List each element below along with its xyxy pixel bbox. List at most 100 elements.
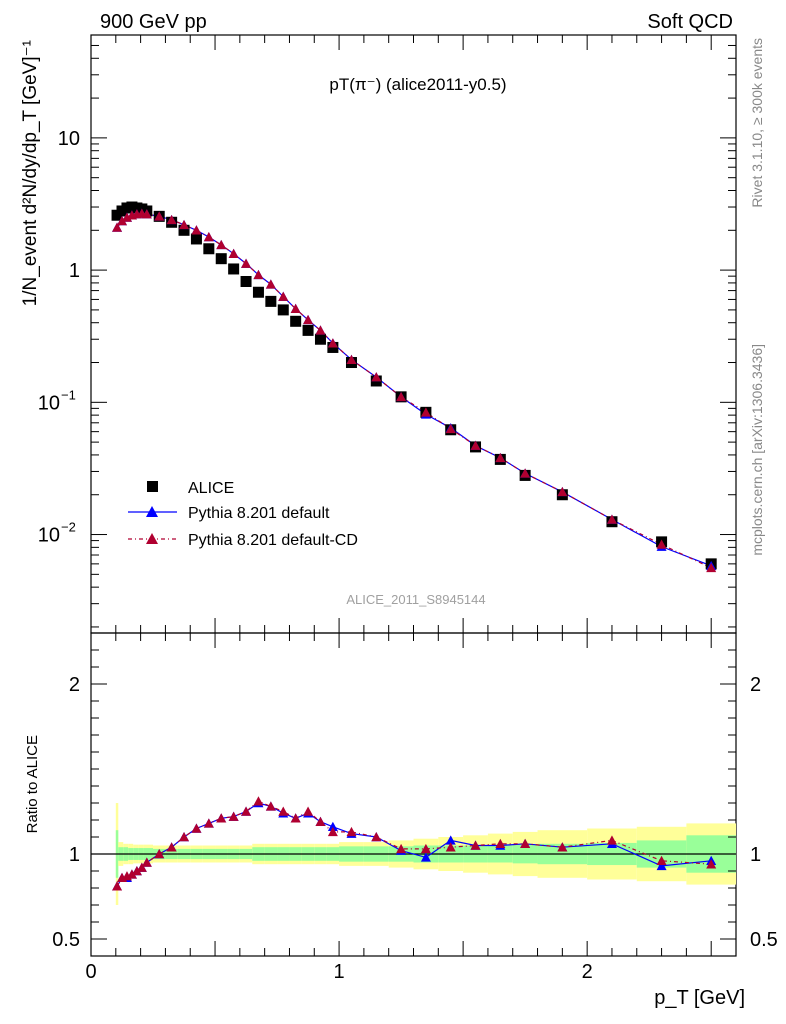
data-point-pythia-cd	[191, 225, 202, 235]
data-point-pythia-cd	[346, 354, 357, 364]
ratio-point-pythia-cd	[606, 835, 617, 845]
ratio-point-pythia-cd	[445, 842, 456, 852]
header-left: 900 GeV pp	[100, 11, 207, 33]
legend-label-alice: ALICE	[188, 480, 234, 497]
data-point-alice	[190, 233, 202, 245]
data-point-alice	[290, 315, 302, 327]
data-point-pythia-cd	[166, 214, 177, 225]
data-point-pythia-cd	[557, 486, 568, 497]
data-point-pythia-cd	[179, 219, 190, 230]
ratio-point-pythia-cd	[303, 806, 314, 816]
data-point-pythia-cd	[470, 440, 481, 450]
data-point-alice	[228, 263, 240, 275]
ratio-point-pythia-cd	[315, 816, 326, 826]
x-tick-label: 0	[85, 961, 96, 983]
y-tick-label-exponent: −2	[61, 520, 76, 535]
legend-label-default: Pythia 8.201 default	[188, 505, 330, 522]
data-point-pythia-cd	[606, 514, 617, 524]
data-point-pythia-cd	[495, 452, 506, 463]
header-right: Soft QCD	[647, 11, 733, 33]
legend-marker-cd	[146, 533, 158, 544]
legend-marker-default	[146, 506, 158, 517]
data-point-pythia-cd	[303, 314, 314, 325]
ratio-point-pythia-cd	[290, 813, 301, 823]
ratio-point-pythia-cd	[371, 832, 382, 842]
ratio-point-pythia-cd	[112, 881, 123, 891]
data-point-pythia-cd	[420, 407, 431, 417]
ratio-point-pythia-cd	[166, 842, 177, 852]
main-title: pT(π⁻) (alice2011-y0.5)	[329, 75, 506, 94]
y-tick-label-exponent: −1	[61, 387, 76, 402]
data-point-pythia-cd	[112, 222, 123, 232]
ratio-point-pythia-cd	[241, 806, 252, 816]
data-point-pythia-cd	[706, 562, 717, 573]
data-point-pythia-cd	[656, 539, 667, 549]
data-point-pythia-cd	[253, 269, 264, 280]
data-point-pythia-cd	[290, 303, 301, 314]
ratio-point-pythia-cd	[706, 859, 717, 869]
data-point-pythia-cd	[278, 291, 289, 301]
ratio-point-pythia-default	[445, 835, 456, 845]
ratio-y-tick-label-right: 1	[750, 844, 761, 866]
data-point-alice	[203, 243, 215, 255]
ratio-point-pythia-cd	[346, 826, 357, 837]
ratio-point-pythia-cd	[126, 869, 137, 879]
y-tick-label: 10	[38, 525, 60, 547]
ratio-y-tick-label-right: 0.5	[750, 929, 778, 951]
ratio-panel-frame	[90, 632, 737, 957]
x-tick-label: 2	[582, 961, 593, 983]
data-point-pythia-cd	[327, 338, 338, 348]
ratio-point-pythia-cd	[136, 862, 147, 872]
ratio-point-pythia-cd	[131, 866, 142, 876]
ratio-y-tick-label: 1	[69, 844, 80, 866]
ratio-point-pythia-cd	[191, 823, 202, 833]
ratio-point-pythia-cd	[265, 801, 276, 811]
data-point-pythia-cd	[520, 468, 531, 478]
data-point-alice	[327, 341, 339, 353]
data-point-pythia-cd	[315, 325, 326, 335]
data-point-pythia-cd	[396, 391, 407, 402]
data-point-alice	[252, 286, 264, 298]
data-point-pythia-cd	[265, 279, 276, 289]
ratio-y-tick-label: 0.5	[52, 929, 80, 951]
data-point-pythia-cd	[371, 372, 382, 382]
data-point-alice	[277, 304, 289, 316]
data-point-alice	[302, 324, 314, 336]
data-point-pythia-cd	[154, 211, 165, 221]
y-tick-label: 10	[58, 128, 80, 150]
ratio-point-pythia-cd	[495, 838, 506, 849]
ratio-point-pythia-default	[420, 852, 431, 862]
main-series-line	[116, 212, 712, 569]
ratio-point-pythia-cd	[557, 842, 568, 852]
analysis-watermark: ALICE_2011_S8945144	[346, 592, 485, 607]
data-point-pythia-cd	[216, 239, 227, 250]
y-tick-label: 10	[38, 392, 60, 414]
ratio-point-pythia-cd	[228, 811, 239, 821]
ratio-y-tick-label-right: 2	[750, 674, 761, 696]
y-tick-label: 1	[69, 260, 80, 282]
mcplots-label: mcplots.cern.ch [arXiv:1306.3436]	[749, 344, 765, 556]
data-point-alice	[240, 275, 252, 287]
ratio-point-pythia-default	[327, 821, 338, 832]
ratio-point-pythia-cd	[656, 855, 667, 866]
data-point-pythia-cd	[445, 423, 456, 434]
data-point-pythia-cd	[241, 258, 252, 268]
data-point-pythia-cd	[141, 209, 152, 219]
ratio-point-pythia-cd	[203, 818, 214, 828]
data-point-alice	[265, 295, 277, 307]
x-tick-label: 1	[334, 961, 345, 983]
ratio-point-pythia-cd	[154, 849, 165, 859]
ratio-point-pythia-cd	[278, 806, 289, 816]
ratio-point-pythia-cd	[216, 813, 227, 823]
data-point-pythia-cd	[228, 248, 239, 258]
data-point-pythia-cd	[117, 216, 128, 226]
main-y-axis-label: 1/N_event d²N/dy/dp_T [GeV]⁻¹	[20, 40, 41, 306]
ratio-point-pythia-cd	[420, 843, 431, 854]
legend-marker-alice	[147, 481, 158, 492]
ratio-point-pythia-cd	[253, 796, 264, 806]
legend: ALICE Pythia 8.201 default Pythia 8.201 …	[128, 480, 358, 549]
data-point-alice	[314, 333, 326, 345]
data-point-alice	[215, 253, 227, 265]
